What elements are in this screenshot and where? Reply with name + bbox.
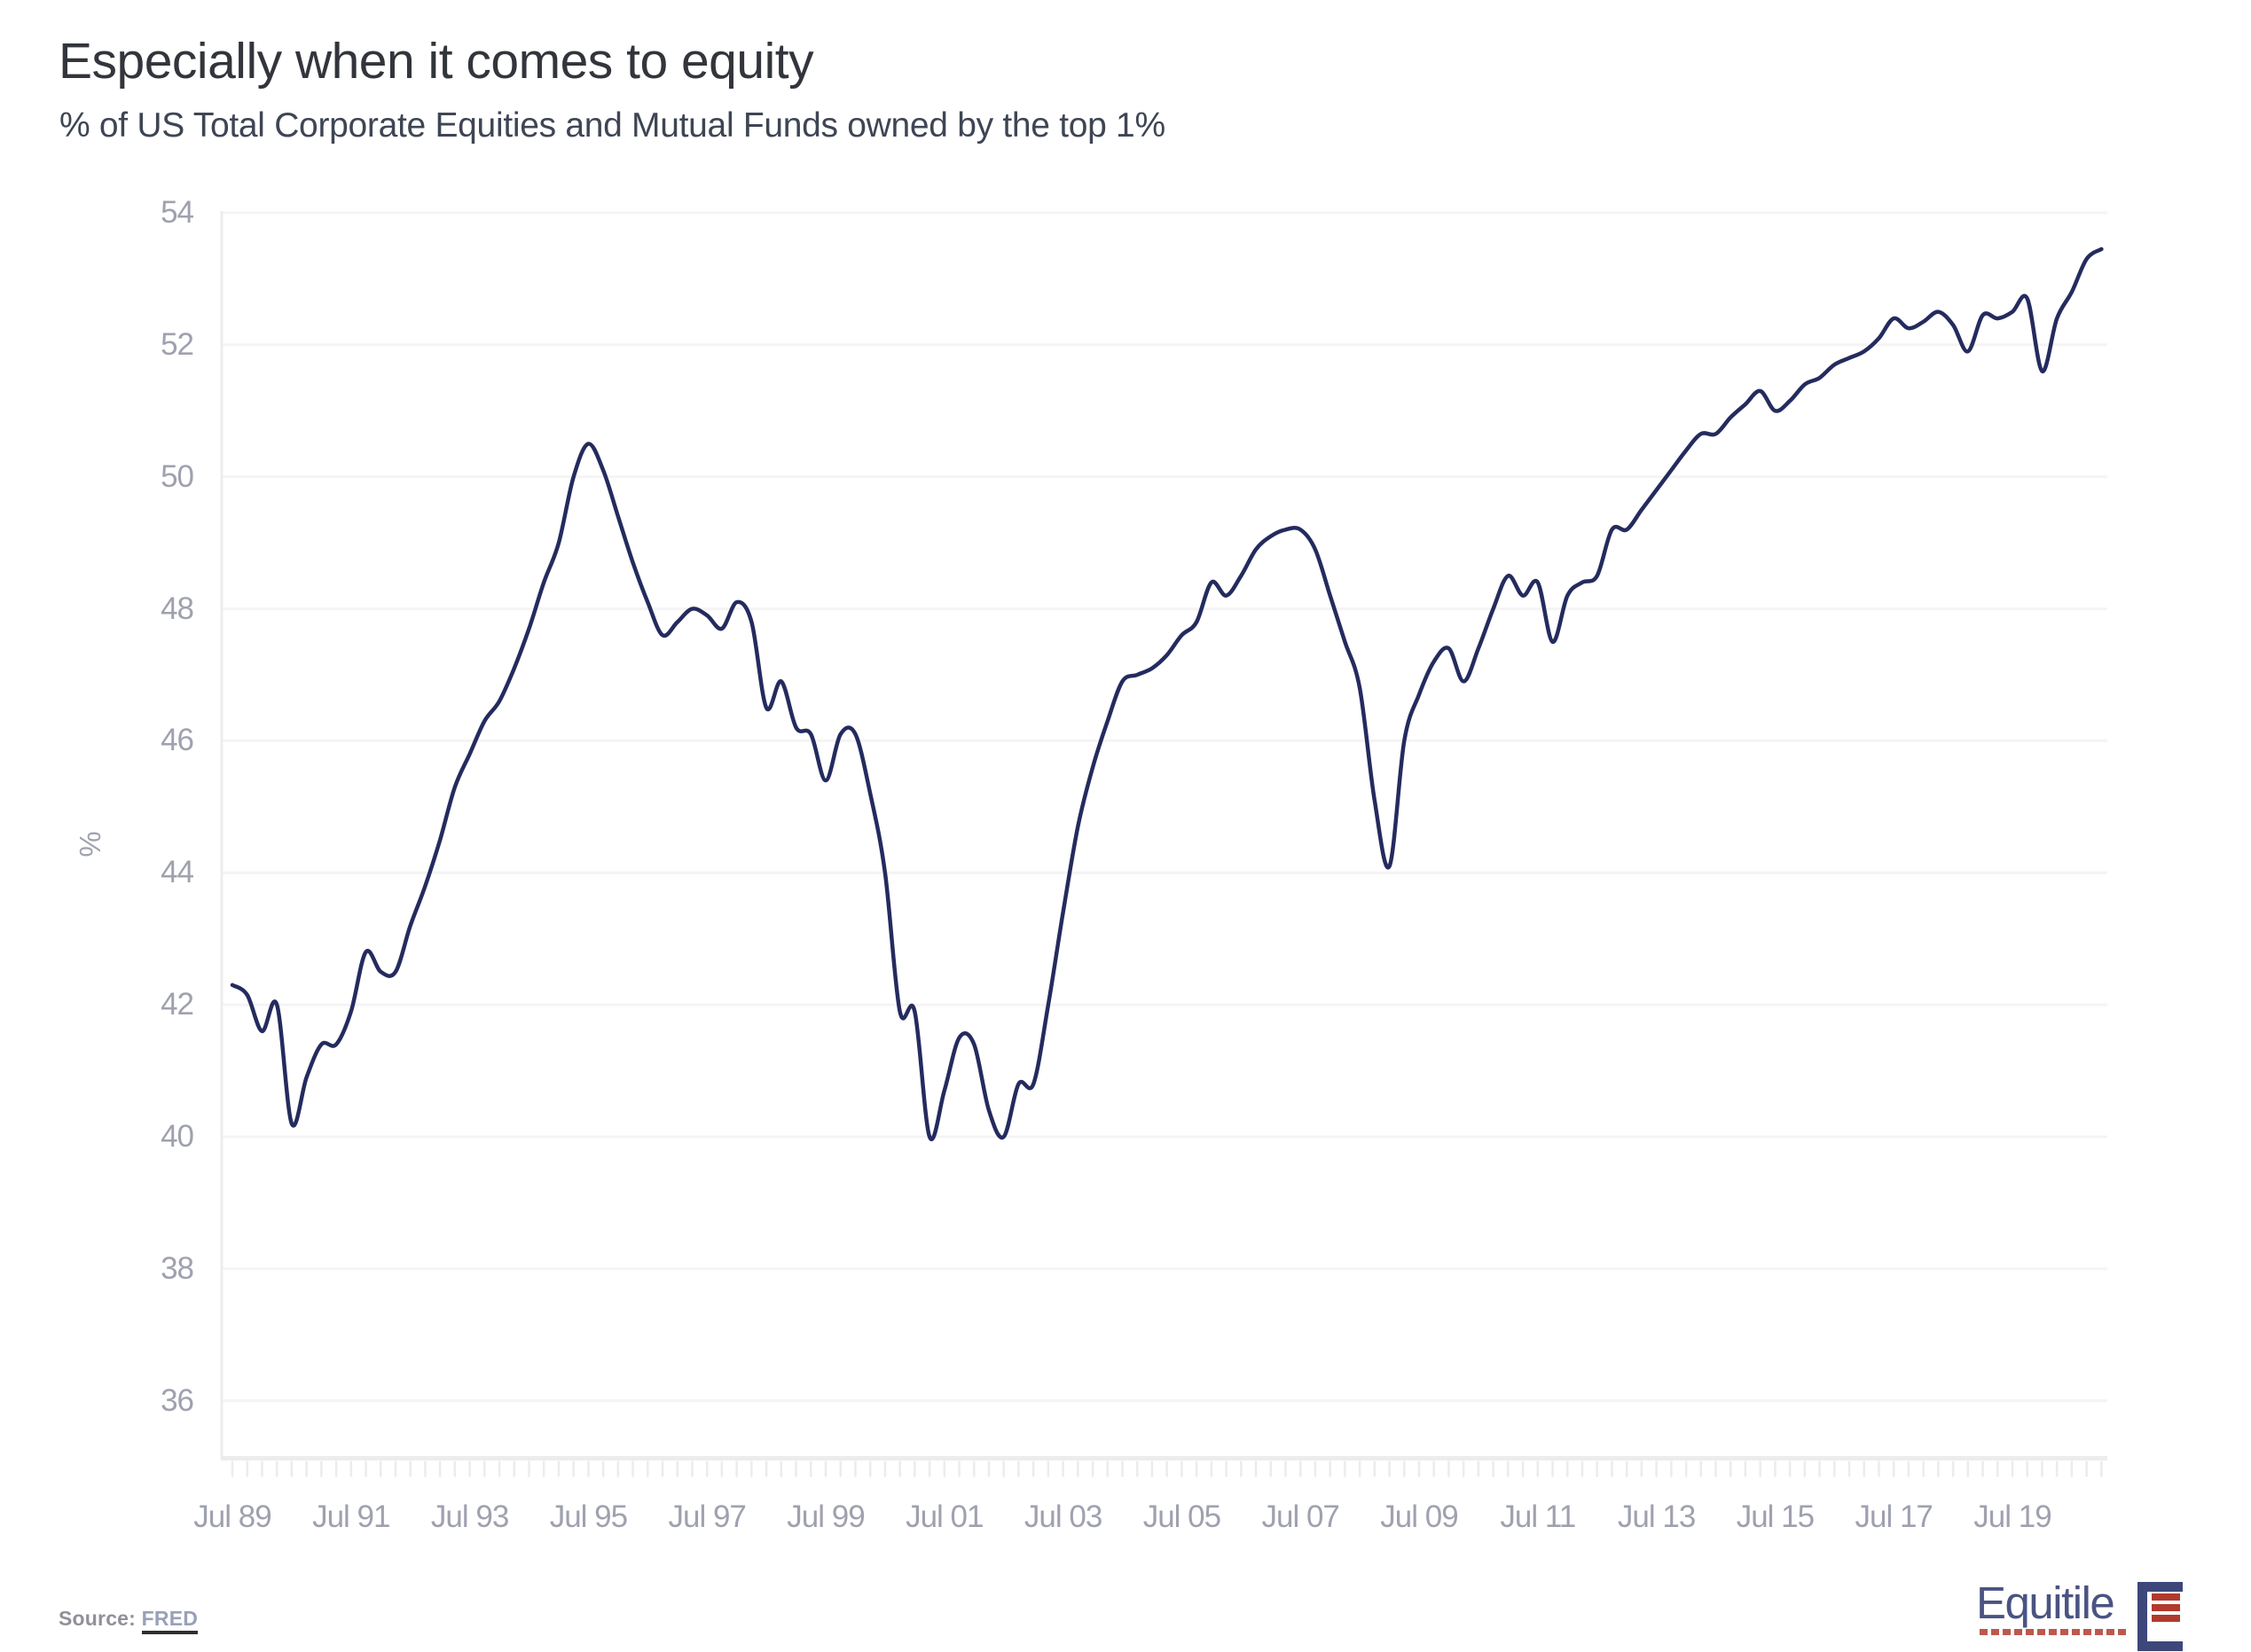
x-tick-label: Jul 19 (1973, 1499, 2051, 1534)
page-title: Especially when it comes to equity (59, 33, 814, 90)
logo-tagline (1980, 1629, 2129, 1635)
x-tick-label: Jul 13 (1617, 1499, 1696, 1534)
y-tick-label: 54 (161, 195, 194, 230)
y-tick-label: 38 (161, 1250, 194, 1286)
equitile-mark-icon (2137, 1582, 2183, 1651)
x-tick-label: Jul 07 (1261, 1499, 1339, 1534)
x-minor-ticks (231, 1460, 2103, 1477)
y-tick-label: 50 (161, 458, 194, 494)
x-tick-label: Jul 93 (430, 1499, 509, 1534)
chart-subtitle: % of US Total Corporate Equities and Mut… (59, 106, 1165, 145)
source-label: Source: (59, 1607, 137, 1630)
x-tick-label: Jul 17 (1855, 1499, 1933, 1534)
x-tick-label: Jul 11 (1500, 1499, 1576, 1534)
logo-brand-text: Equitile (1976, 1578, 2115, 1628)
y-tick-label: 44 (161, 855, 194, 890)
grid-lines (222, 211, 2107, 1403)
x-tick-label: Jul 15 (1736, 1499, 1815, 1534)
x-tick-label: Jul 01 (906, 1499, 984, 1534)
x-tick-label: Jul 09 (1380, 1499, 1458, 1534)
y-tick-label: 42 (161, 987, 194, 1022)
x-tick-label: Jul 91 (312, 1499, 390, 1534)
x-tick-label: Jul 89 (193, 1499, 271, 1534)
y-tick-label: 52 (161, 326, 194, 362)
y-tick-label: 48 (161, 591, 194, 626)
y-tick-label: 40 (161, 1118, 194, 1154)
y-tick-label: 46 (161, 723, 194, 758)
x-tick-label: Jul 05 (1142, 1499, 1221, 1534)
y-tick-label: 36 (161, 1382, 194, 1418)
x-tick-label: Jul 97 (668, 1499, 746, 1534)
x-tick-label: Jul 95 (549, 1499, 628, 1534)
x-tick-label: Jul 03 (1024, 1499, 1102, 1534)
x-tick-label: Jul 99 (787, 1499, 865, 1534)
source-note: Source: FRED (59, 1607, 199, 1634)
source-fred-link[interactable]: FRED (141, 1607, 199, 1634)
data-line-top1pct-equity-share (230, 247, 2104, 1141)
equitile-logo: Equitile (1976, 1580, 2183, 1651)
